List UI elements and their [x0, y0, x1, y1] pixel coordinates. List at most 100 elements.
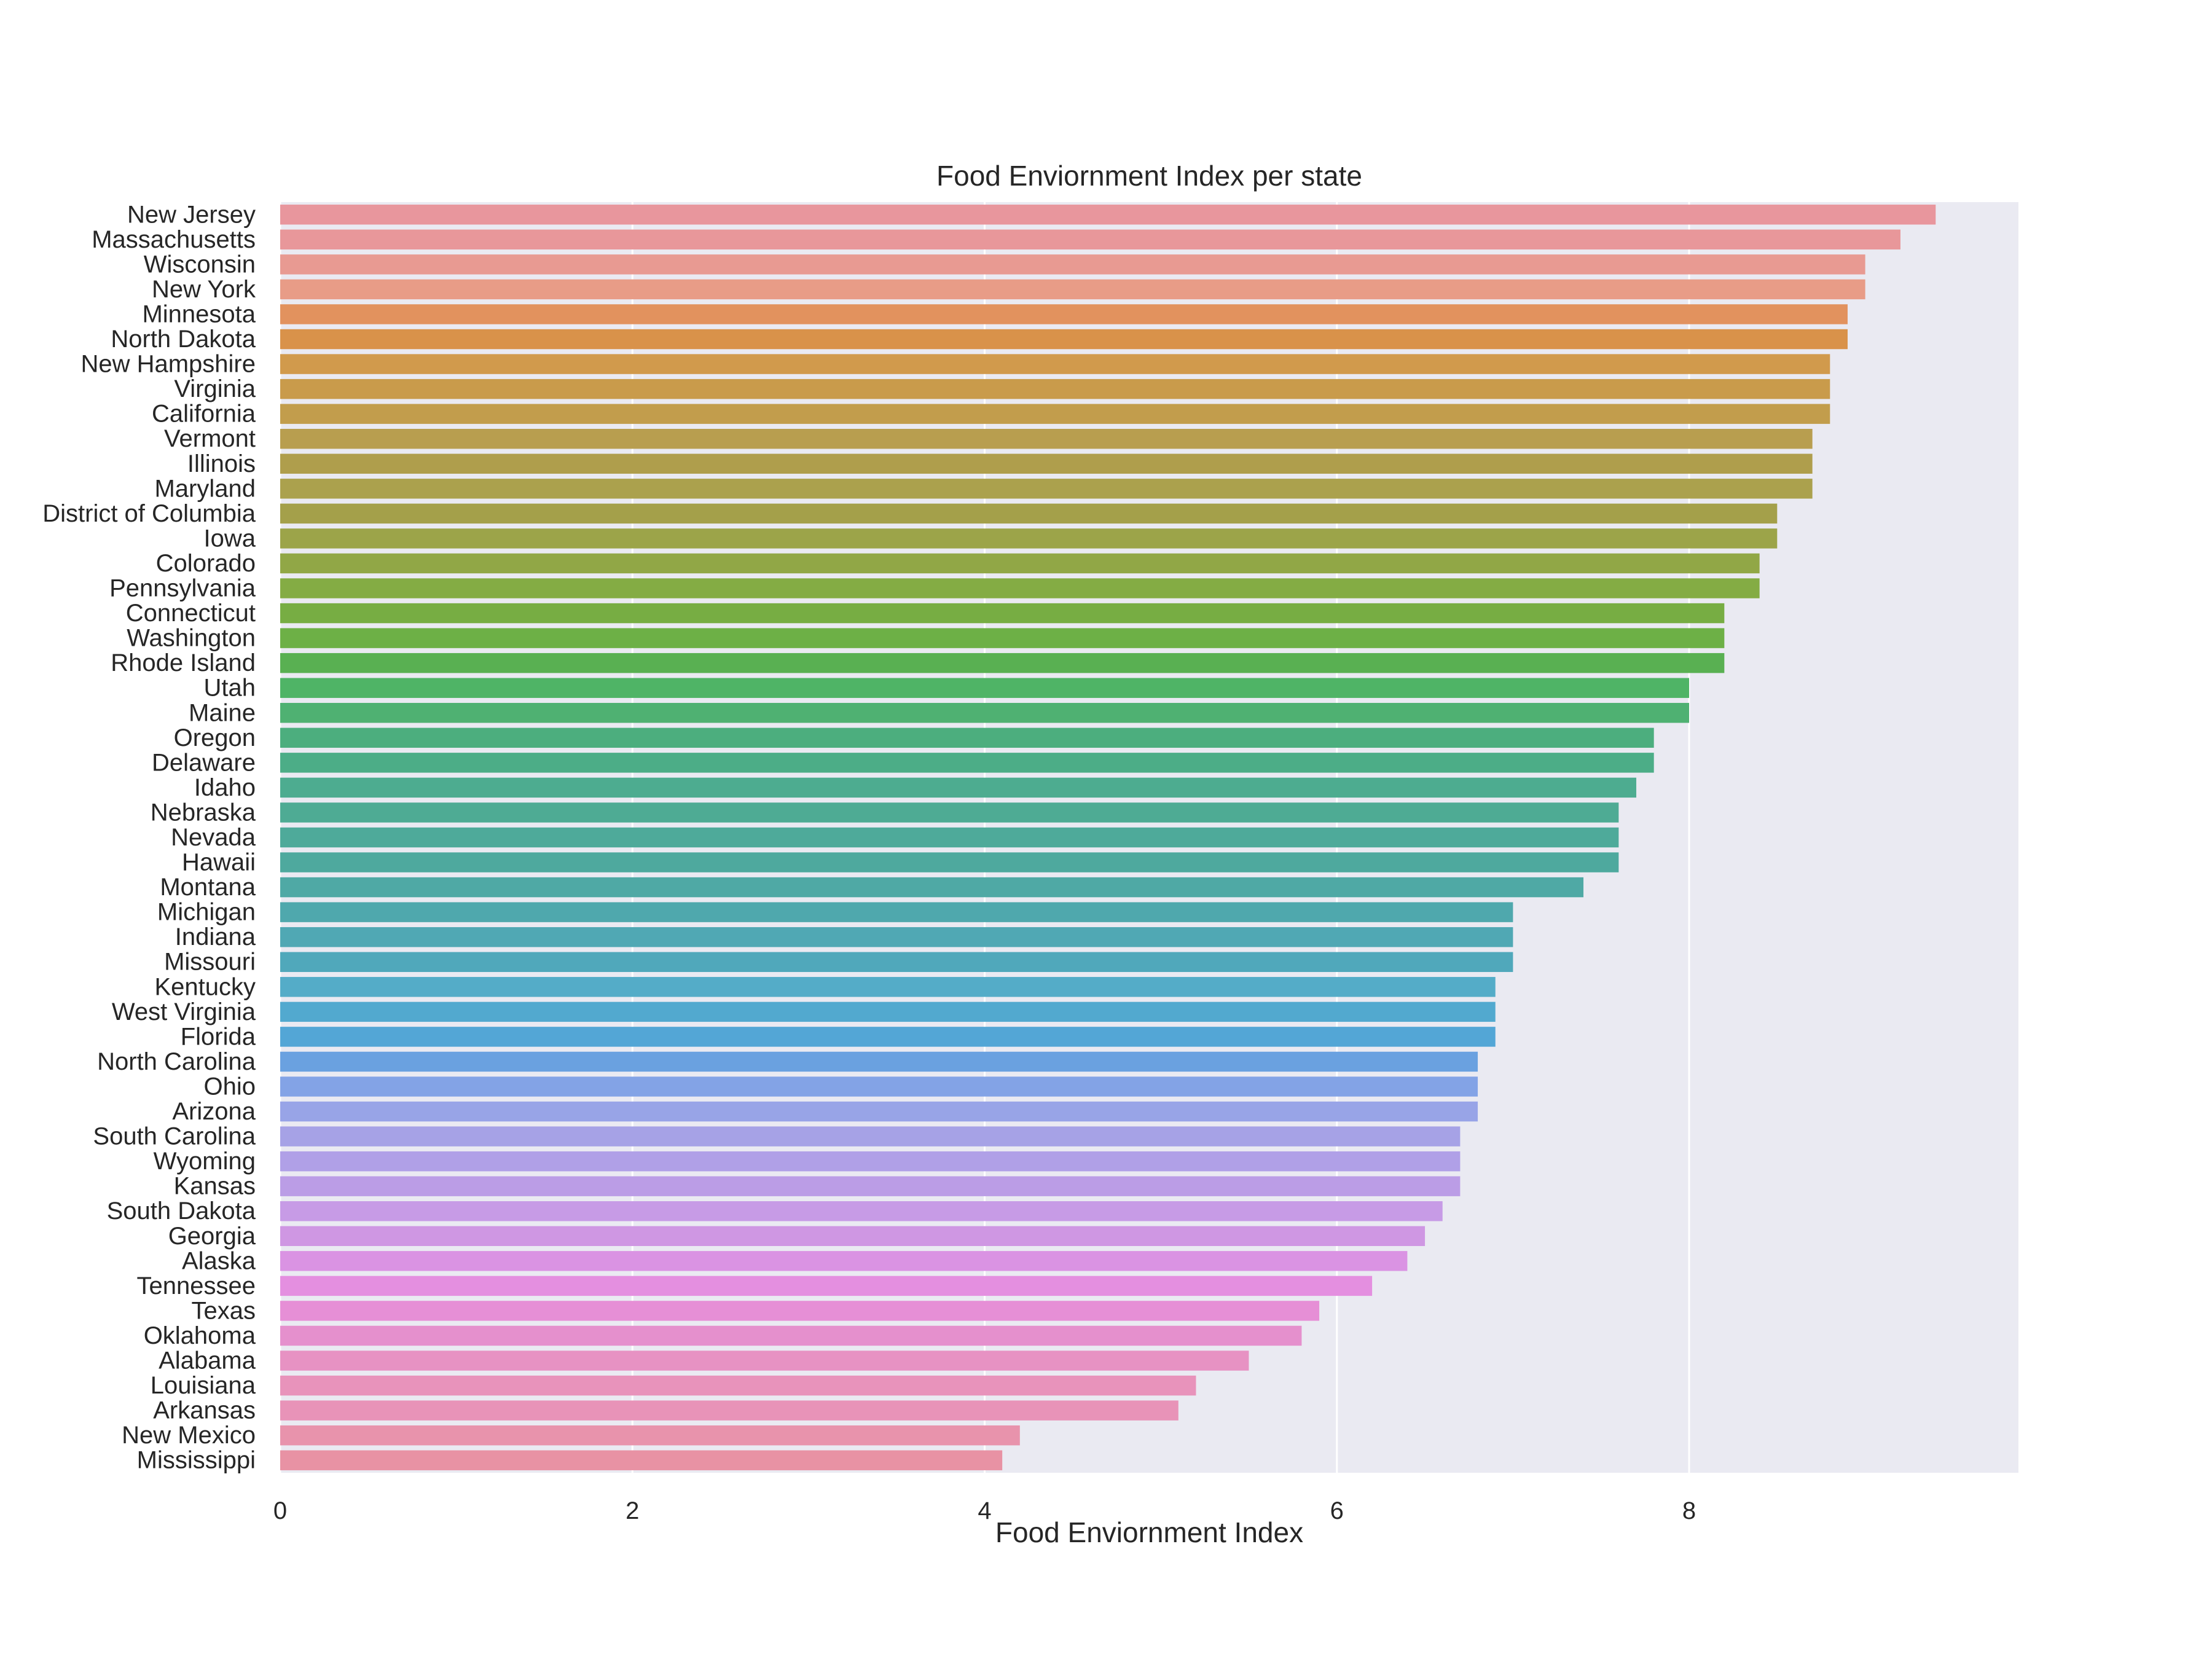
- bar-south-carolina: [280, 1126, 1461, 1147]
- bar-nebraska: [280, 802, 1619, 823]
- bar-oregon: [280, 727, 1654, 748]
- bar-minnesota: [280, 304, 1848, 324]
- category-label: Louisiana: [151, 1372, 256, 1399]
- category-label: Florida: [181, 1023, 256, 1050]
- category-label: Ohio: [204, 1073, 256, 1100]
- category-label: Mississippi: [137, 1447, 256, 1474]
- bar-north-dakota: [280, 329, 1848, 350]
- bar-massachusetts: [280, 229, 1900, 250]
- category-label: District of Columbia: [42, 500, 256, 527]
- bar-south-dakota: [280, 1201, 1443, 1221]
- bar-new-jersey: [280, 205, 1936, 225]
- category-label: Massachusetts: [92, 226, 256, 253]
- bar-connecticut: [280, 603, 1725, 624]
- bars: [280, 205, 1936, 1470]
- category-label: Washington: [127, 625, 256, 652]
- bar-new-mexico: [280, 1425, 1020, 1446]
- category-label: Nebraska: [151, 799, 256, 826]
- bar-new-hampshire: [280, 354, 1830, 374]
- category-label: Idaho: [194, 774, 256, 801]
- category-label: Kansas: [174, 1173, 256, 1200]
- category-label: Minnesota: [142, 300, 256, 327]
- bar-washington: [280, 628, 1725, 648]
- category-label: Colorado: [156, 550, 256, 577]
- category-label: Illinois: [187, 450, 256, 477]
- category-label: South Dakota: [107, 1198, 256, 1225]
- bar-north-carolina: [280, 1051, 1478, 1072]
- bar-maryland: [280, 479, 1813, 499]
- category-label: West Virginia: [112, 998, 256, 1025]
- category-label: Arizona: [172, 1098, 256, 1125]
- bar-alaska: [280, 1251, 1408, 1271]
- bar-alabama: [280, 1350, 1249, 1371]
- bar-california: [280, 404, 1830, 424]
- category-label: Wyoming: [154, 1148, 256, 1175]
- x-tick-label: 8: [1682, 1497, 1696, 1524]
- category-label: Georgia: [168, 1223, 256, 1250]
- category-label: New Hampshire: [80, 351, 256, 378]
- bar-tennessee: [280, 1276, 1373, 1296]
- bar-west-virginia: [280, 1002, 1496, 1022]
- category-label: Tennessee: [137, 1272, 256, 1299]
- category-label: North Carolina: [97, 1048, 256, 1075]
- x-tick-label: 6: [1330, 1497, 1344, 1524]
- category-label: Virginia: [174, 375, 256, 402]
- category-label: Alaska: [182, 1247, 256, 1274]
- bar-virginia: [280, 378, 1830, 399]
- category-label: Wisconsin: [144, 251, 256, 278]
- category-label: California: [152, 401, 256, 428]
- category-label: Montana: [160, 874, 256, 901]
- category-label: Maryland: [154, 475, 256, 502]
- category-label: Texas: [192, 1297, 256, 1324]
- category-label: New York: [152, 276, 256, 303]
- category-label: Alabama: [159, 1347, 256, 1374]
- bar-missouri: [280, 952, 1513, 972]
- category-label: Rhode Island: [111, 649, 256, 676]
- bar-kansas: [280, 1176, 1461, 1196]
- category-label: Iowa: [204, 525, 256, 552]
- category-label: New Mexico: [122, 1422, 256, 1449]
- category-label: North Dakota: [111, 326, 256, 353]
- bar-texas: [280, 1301, 1320, 1321]
- bar-hawaii: [280, 852, 1619, 872]
- x-tick-label: 4: [978, 1497, 991, 1524]
- category-label: Vermont: [164, 425, 256, 452]
- bar-iowa: [280, 528, 1778, 549]
- category-label: Connecticut: [126, 600, 256, 627]
- category-label: Kentucky: [154, 973, 256, 1000]
- x-tick-labels: 0 2 4 6 8: [273, 1497, 1696, 1524]
- bar-vermont: [280, 428, 1813, 449]
- category-label: Maine: [189, 699, 256, 726]
- bar-arizona: [280, 1101, 1478, 1122]
- bar-arkansas: [280, 1400, 1179, 1421]
- bar-rhode-island: [280, 653, 1725, 673]
- category-label: Nevada: [171, 824, 256, 851]
- bar-pennsylvania: [280, 578, 1760, 598]
- bar-district-of-columbia: [280, 503, 1778, 524]
- bar-new-york: [280, 279, 1865, 300]
- bar-idaho: [280, 777, 1637, 798]
- category-label: Hawaii: [182, 849, 256, 876]
- bar-kentucky: [280, 977, 1496, 997]
- bar-nevada: [280, 827, 1619, 848]
- category-label: Utah: [204, 675, 256, 702]
- bar-utah: [280, 678, 1690, 698]
- category-label: Indiana: [175, 923, 256, 951]
- bar-indiana: [280, 927, 1513, 947]
- bar-maine: [280, 703, 1690, 723]
- bar-ohio: [280, 1076, 1478, 1097]
- bar-michigan: [280, 902, 1513, 922]
- x-tick-label: 0: [273, 1497, 287, 1524]
- x-tick-label: 2: [626, 1497, 639, 1524]
- category-label: Pennsylvania: [109, 575, 256, 602]
- category-label: New Jersey: [127, 201, 256, 228]
- bar-illinois: [280, 453, 1813, 474]
- bar-wyoming: [280, 1151, 1461, 1172]
- category-label: Michigan: [157, 899, 256, 926]
- x-axis-label: Food Enviornment Index: [995, 1516, 1303, 1548]
- bar-florida: [280, 1027, 1496, 1047]
- bar-louisiana: [280, 1375, 1196, 1396]
